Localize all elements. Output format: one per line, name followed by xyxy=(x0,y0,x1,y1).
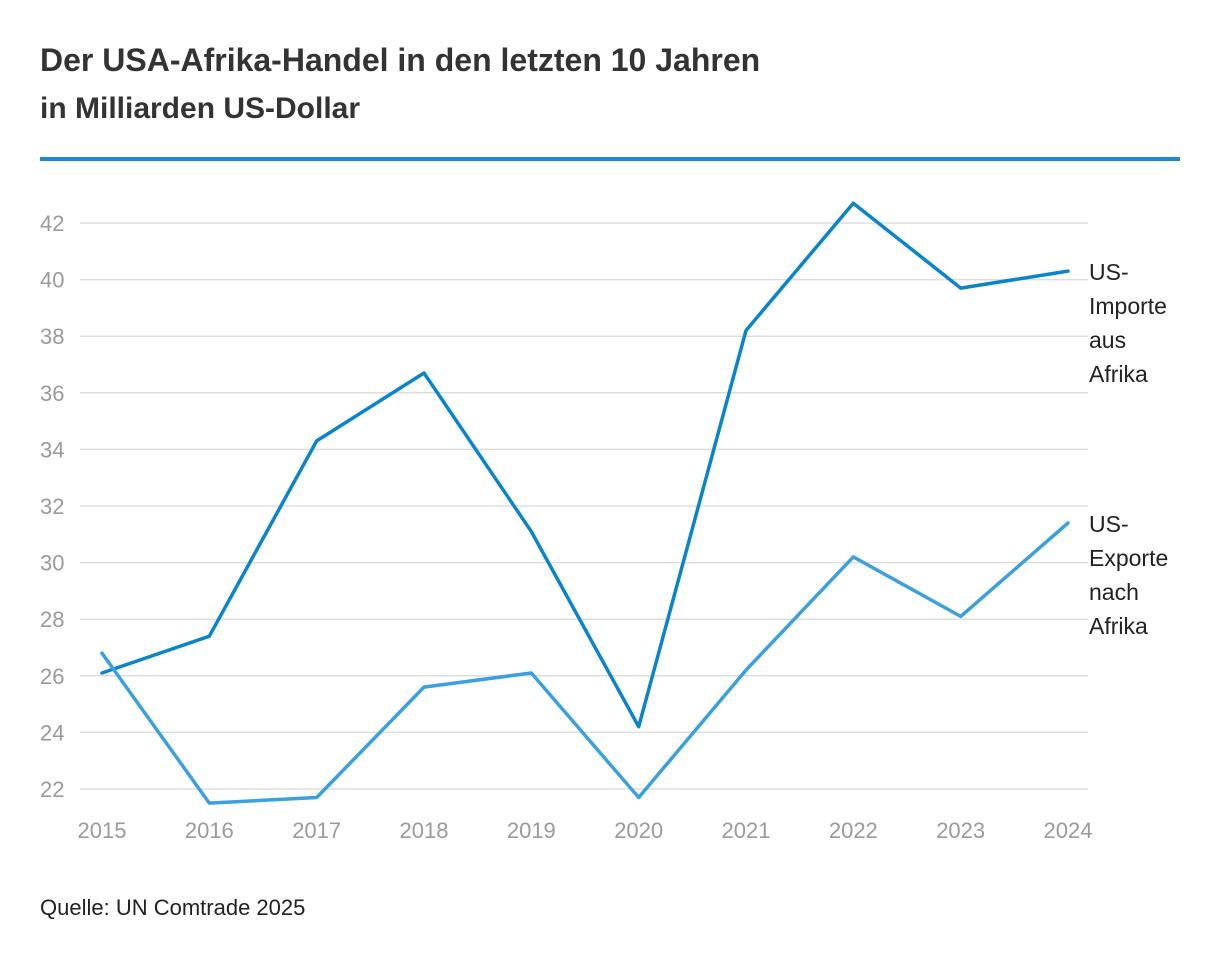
y-axis-ticks: 22 24 26 28 30 32 34 36 38 40 42 xyxy=(40,211,64,802)
series-line-exporte xyxy=(100,521,1070,805)
series-label-line: aus xyxy=(1089,327,1126,353)
series-label-importe: US- Importe aus Afrika xyxy=(1089,259,1167,387)
source-note: Quelle: UN Comtrade 2025 xyxy=(40,895,306,920)
x-tick-label: 2015 xyxy=(78,818,127,843)
y-tick-label: 30 xyxy=(40,551,64,576)
y-tick-label: 40 xyxy=(40,268,64,293)
chart-subtitle: in Milliarden US-Dollar xyxy=(40,92,361,125)
chart-title: Der USA-Afrika-Handel in den letzten 10 … xyxy=(40,42,761,78)
series-label-exporte: US- Exporte nach Afrika xyxy=(1089,511,1168,639)
series-label-line: US- xyxy=(1089,511,1129,537)
series-label-line: Afrika xyxy=(1089,613,1148,639)
series-label-line: Exporte xyxy=(1089,545,1168,571)
series-label-line: nach xyxy=(1089,579,1139,605)
y-tick-label: 22 xyxy=(40,777,64,802)
series-label-line: Afrika xyxy=(1089,361,1148,387)
y-tick-label: 32 xyxy=(40,494,64,519)
x-axis-ticks: 2015 2016 2017 2018 2019 2020 2021 2022 2023 2024 xyxy=(78,818,1093,843)
series-label-line: US- xyxy=(1089,259,1129,285)
series-labels: US- Importe aus Afrika US- Exporte nach Afrika xyxy=(1089,259,1168,639)
series-line-importe xyxy=(100,201,1070,729)
series-label-line: Importe xyxy=(1089,293,1167,319)
x-tick-label: 2020 xyxy=(614,818,663,843)
y-tick-label: 38 xyxy=(40,324,64,349)
y-tick-label: 26 xyxy=(40,664,64,689)
y-tick-label: 34 xyxy=(40,437,64,462)
x-tick-label: 2021 xyxy=(722,818,771,843)
x-tick-label: 2022 xyxy=(829,818,878,843)
y-tick-label: 42 xyxy=(40,211,64,236)
y-tick-label: 28 xyxy=(40,607,64,632)
gridlines xyxy=(80,222,1088,790)
title-divider xyxy=(40,157,1180,161)
y-tick-label: 36 xyxy=(40,381,64,406)
x-tick-label: 2017 xyxy=(292,818,341,843)
x-tick-label: 2019 xyxy=(507,818,556,843)
series-lines xyxy=(100,201,1070,805)
x-tick-label: 2016 xyxy=(185,818,234,843)
y-tick-label: 24 xyxy=(40,720,64,745)
x-tick-label: 2023 xyxy=(936,818,985,843)
x-tick-label: 2024 xyxy=(1044,818,1093,843)
x-tick-label: 2018 xyxy=(400,818,449,843)
